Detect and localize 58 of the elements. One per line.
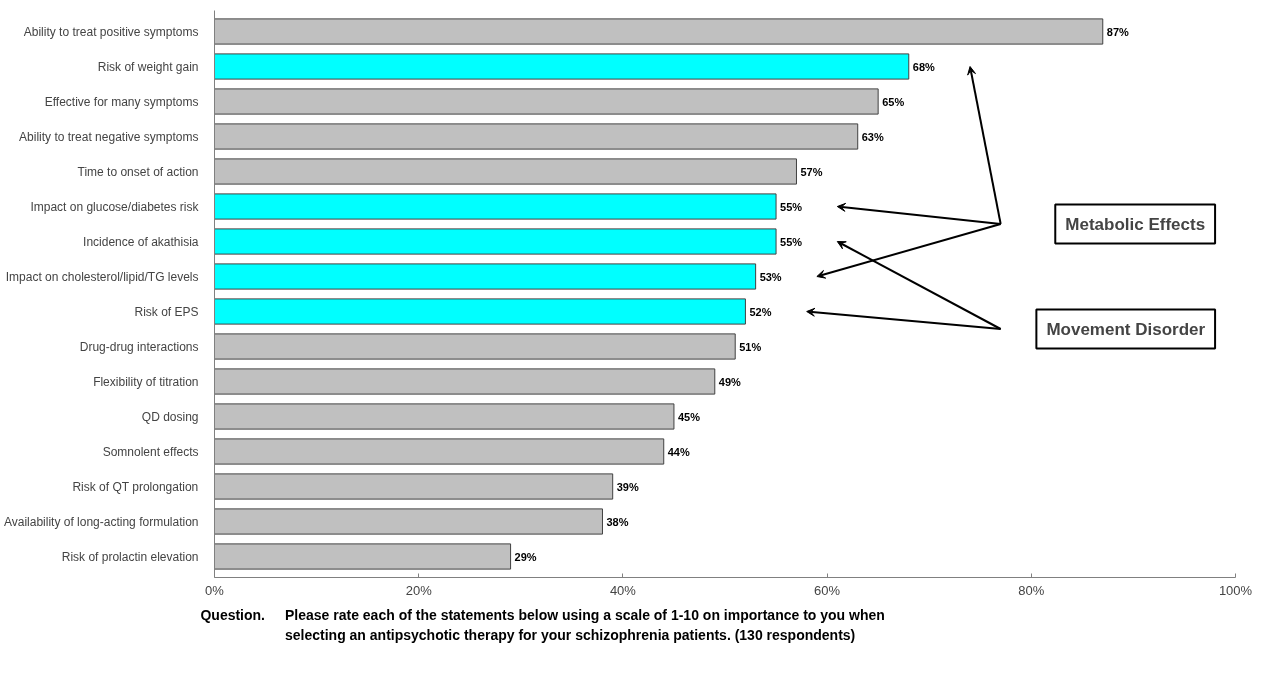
bar	[214, 403, 675, 430]
text: Please rate each of the statements below using a scale of 1-10 on importance to you when selecting an antipsychotic therapy for your schizophrenia patients. (130 respondents)	[285, 606, 886, 645]
x-tick-label: 0%	[205, 582, 225, 598]
bar	[214, 473, 614, 500]
y-tick-label: QD dosing	[141, 409, 199, 424]
x-tick-label: 100%	[1218, 582, 1253, 598]
bar	[214, 333, 736, 360]
y-tick-label: Ability to treat positive symptoms	[23, 24, 199, 39]
bar	[214, 543, 512, 570]
text: Question.	[199, 606, 265, 625]
x-tick-label: 80%	[1018, 582, 1045, 598]
y-tick-label: Risk of weight gain	[97, 59, 199, 74]
bar	[214, 438, 665, 465]
y-tick-label: Effective for many symptoms	[44, 94, 199, 109]
data-label: 55%	[780, 235, 803, 248]
x-tick-label: 60%	[814, 582, 841, 598]
y-tick-label: Risk of prolactin elevation	[61, 549, 199, 564]
data-label: 51%	[739, 340, 762, 353]
y-tick-label: Incidence of akathisia	[83, 234, 199, 249]
bar	[214, 298, 746, 325]
bar	[214, 368, 716, 395]
data-label: 55%	[780, 200, 803, 213]
data-label: 38%	[606, 515, 629, 528]
y-tick-label: Availability of long-acting formulation	[3, 514, 199, 529]
bar	[214, 263, 757, 290]
bar	[214, 193, 777, 220]
y-tick-label: Somnolent effects	[102, 444, 199, 459]
bar	[214, 158, 797, 185]
y-tick-label: Drug-drug interactions	[79, 339, 199, 354]
y-tick-label: Risk of QT prolongation	[72, 479, 199, 494]
bar	[214, 88, 879, 115]
x-tick-label: 40%	[609, 582, 637, 598]
bar	[214, 508, 603, 535]
annotation: Movement Disorder	[1046, 319, 1206, 339]
data-label: 45%	[677, 410, 701, 423]
data-label: 39%	[616, 480, 639, 493]
data-label: 65%	[882, 95, 905, 108]
bar	[214, 18, 1104, 45]
y-tick-label: Ability to treat negative symptoms	[19, 129, 199, 144]
data-label: 68%	[912, 60, 936, 73]
data-label: 87%	[1106, 25, 1130, 38]
bar	[214, 53, 910, 80]
y-tick-label: Flexibility of titration	[93, 374, 199, 389]
data-label: 57%	[800, 165, 823, 178]
data-label: 53%	[759, 270, 782, 283]
data-label: 52%	[749, 305, 772, 318]
x-tick-label: 20%	[405, 582, 433, 598]
annotation: Metabolic Effects	[1065, 214, 1206, 234]
data-label: 63%	[861, 130, 884, 143]
data-label: 44%	[667, 445, 690, 458]
data-label: 49%	[718, 375, 742, 388]
y-tick-label: Time to onset of action	[77, 164, 199, 179]
bar	[214, 123, 859, 150]
y-tick-label: Risk of EPS	[134, 304, 199, 319]
bar	[214, 228, 777, 255]
y-tick-label: Impact on cholesterol/lipid/TG levels	[5, 269, 199, 284]
y-tick-label: Impact on glucose/diabetes risk	[30, 199, 200, 214]
data-label: 29%	[514, 550, 537, 563]
